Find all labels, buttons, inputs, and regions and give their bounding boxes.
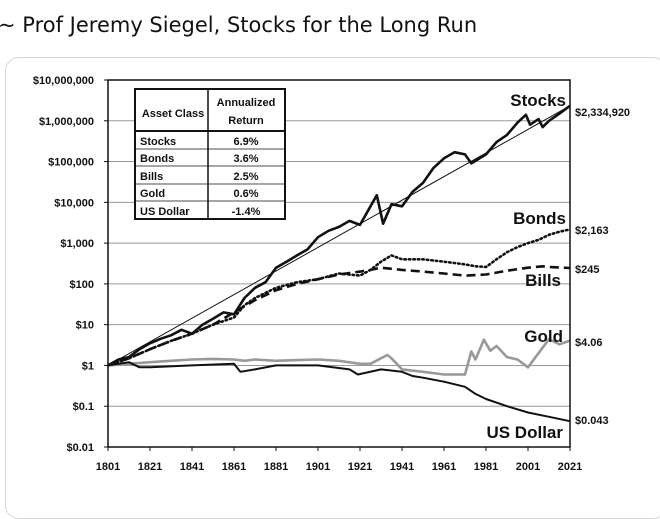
x-tick-label: 1981: [474, 461, 498, 473]
y-tick-label: $0.01: [66, 442, 94, 454]
x-tick-label: 1901: [306, 461, 330, 473]
y-axis: $10,000,000 $1,000,000 $100,000 $10,000 $1,0…: [33, 75, 108, 454]
table-header-asset: Asset Class: [142, 108, 204, 120]
table-row-asset: Bills: [140, 171, 163, 183]
image-card[interactable]: [5, 57, 660, 519]
end-value-gold: $4.06: [575, 337, 603, 349]
label-gold: Gold: [524, 327, 563, 346]
label-us-dollar: US Dollar: [486, 423, 563, 442]
table-header-return-2: Return: [228, 115, 264, 127]
x-axis: 1801 1821 1841 1861 1881 1901 1921 1941 1961 1981…: [96, 447, 582, 473]
end-value-stocks: $2,334,920: [575, 107, 630, 119]
y-tick-label: $0.1: [73, 401, 94, 413]
returns-table: Asset Class Annualized Return Stocks 6.9…: [134, 88, 286, 220]
end-value-bonds: $2,163: [575, 225, 609, 237]
table-row-return: 3.6%: [233, 153, 258, 165]
x-tick-label: 1841: [180, 461, 204, 473]
x-tick-label: 1941: [390, 461, 414, 473]
series-line-bonds: [106, 228, 572, 367]
table-row-return: 0.6%: [233, 188, 258, 200]
plot-frame: [107, 79, 571, 448]
y-tick-label: $100,000: [48, 157, 94, 169]
table-row-asset: Stocks: [140, 136, 176, 148]
x-tick-label: 2001: [516, 461, 540, 473]
caption: ~ Prof Jeremy Siegel, Stocks for the Lon…: [0, 13, 478, 37]
chart: $10,000,000 $1,000,000 $100,000 $10,000 $1,0…: [33, 75, 630, 473]
x-tick-label: 1861: [222, 461, 246, 473]
series-line-trend: [107, 105, 571, 366]
table-row-return: -1.4%: [232, 206, 261, 218]
series-line-gold: [107, 337, 571, 376]
label-stocks: Stocks: [510, 91, 566, 110]
table-row-asset: Gold: [140, 188, 165, 200]
table-row-asset: US Dollar: [140, 206, 190, 218]
table-header-return-1: Annualized: [217, 97, 276, 109]
y-tick-label: $10: [76, 320, 94, 332]
x-tick-label: 1821: [138, 461, 162, 473]
end-value-bills: $245: [575, 264, 599, 276]
label-bonds: Bonds: [513, 209, 566, 228]
x-tick-label: 1881: [264, 461, 288, 473]
y-tick-label: $10,000,000: [33, 75, 94, 87]
label-bills: Bills: [525, 271, 561, 290]
x-tick-label: 2021: [558, 461, 582, 473]
y-tick-label: $1,000: [60, 238, 94, 250]
end-value-us-dollar: $0.043: [575, 415, 609, 427]
y-tick-label: $10,000: [54, 197, 94, 209]
table-row-return: 2.5%: [233, 171, 258, 183]
table-row-return: 6.9%: [233, 136, 258, 148]
x-tick-label: 1921: [348, 461, 372, 473]
table-row-asset: Bonds: [140, 153, 174, 165]
x-tick-label: 1801: [96, 461, 120, 473]
y-tick-label: $100: [70, 279, 94, 291]
series-lines: [106, 104, 572, 423]
series-line-us-dollar: [107, 361, 571, 423]
x-tick-label: 1961: [432, 461, 456, 473]
y-tick-label: $1,000,000: [39, 116, 94, 128]
series-line-bills: [107, 264, 571, 367]
y-tick-label: $1: [82, 360, 94, 372]
